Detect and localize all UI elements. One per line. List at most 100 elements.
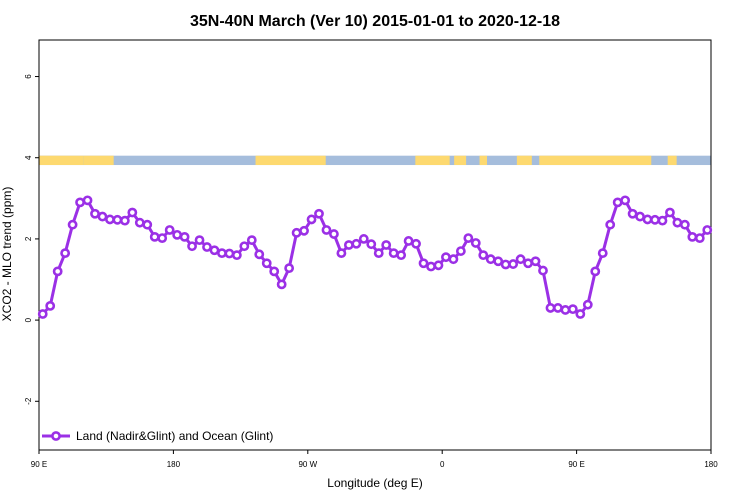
land-segment [39,155,84,166]
data-point [538,265,548,276]
land-ocean-band [39,155,711,166]
data-point [411,238,421,249]
data-point [172,229,183,240]
data-point [418,258,429,269]
data-point [358,234,369,244]
y-tick-label: -2 [24,397,33,405]
data-point [605,219,616,230]
data-point [485,254,496,265]
y-tick-label: 2 [24,236,33,241]
x-tick-label: 90 E [568,460,584,469]
data-point [321,225,332,235]
data-point [426,261,436,272]
data-point [217,248,227,259]
legend-marker [51,431,61,441]
data-point [687,231,698,242]
data-point [239,241,250,252]
data-point [635,211,645,222]
data-point [567,304,578,315]
data-point [351,238,362,249]
data-point [478,250,489,261]
data-point [523,258,533,269]
land-segment [516,155,532,166]
land-segment [539,155,652,166]
data-point [194,235,205,246]
data-point [530,256,541,267]
data-point [157,233,168,243]
data-point [381,240,392,250]
data-point [433,260,444,271]
data-point [657,215,668,226]
data-point [672,217,683,228]
data-point [37,309,48,319]
plot-frame [38,39,712,451]
data-point [276,279,287,290]
data-point [329,229,339,239]
data-point [366,239,377,250]
data-point [694,233,705,243]
data-point [224,248,235,259]
data-point [679,219,690,230]
y-tick-label: 4 [24,155,33,160]
land-segment [255,155,326,166]
legend: Land (Nadir&Glint) and Ocean (Glint) [42,429,273,443]
data-point [306,214,317,225]
x-tick-label: 180 [704,460,718,469]
data-point [82,195,93,206]
data-point [119,215,130,226]
data-point [291,227,302,238]
land-segment [667,155,677,166]
data-point [508,259,519,269]
data-point [441,252,451,263]
series-line [41,198,709,316]
data-point [575,309,586,319]
data-point [127,207,138,218]
data-point [231,250,242,261]
data-point [545,303,556,313]
data-point [187,241,197,252]
data-point [463,233,474,243]
data-point [209,245,220,256]
data-point [650,214,660,225]
data-point [590,266,601,277]
data-point [582,299,593,310]
data-point [105,214,115,225]
data-point [627,208,638,219]
data-point [343,240,354,250]
x-axis-label: Longitude (deg E) [327,476,422,490]
data-point [299,225,309,236]
data-point [202,242,212,252]
data-point [597,248,608,259]
data-point [403,236,414,246]
data-point [515,254,526,265]
y-tick-label: 6 [24,74,33,79]
data-point [665,207,675,218]
land-segment [415,155,450,166]
data-point [612,197,623,208]
ocean-band [39,155,711,166]
x-tick-label: 90 W [298,460,317,469]
data-point [142,219,153,230]
data-point [149,231,160,242]
legend-label: Land (Nadir&Glint) and Ocean (Glint) [76,429,273,443]
x-tick-label: 0 [440,460,445,469]
data-point [455,246,466,256]
data-point [45,300,56,311]
land-segment [479,155,487,166]
data-point [90,208,100,219]
data-point [269,266,280,277]
data-point [134,217,145,228]
data-point [60,248,71,259]
data-point [97,211,108,222]
y-tick-label: 0 [24,317,33,322]
data-point [284,263,295,274]
data-point [373,248,384,259]
data-point [702,225,713,235]
data-point [448,254,459,265]
data-point [553,303,563,313]
x-tick-label: 90 E [31,460,47,469]
data-point [396,250,407,261]
data-point [179,231,190,242]
data-point [314,208,324,219]
